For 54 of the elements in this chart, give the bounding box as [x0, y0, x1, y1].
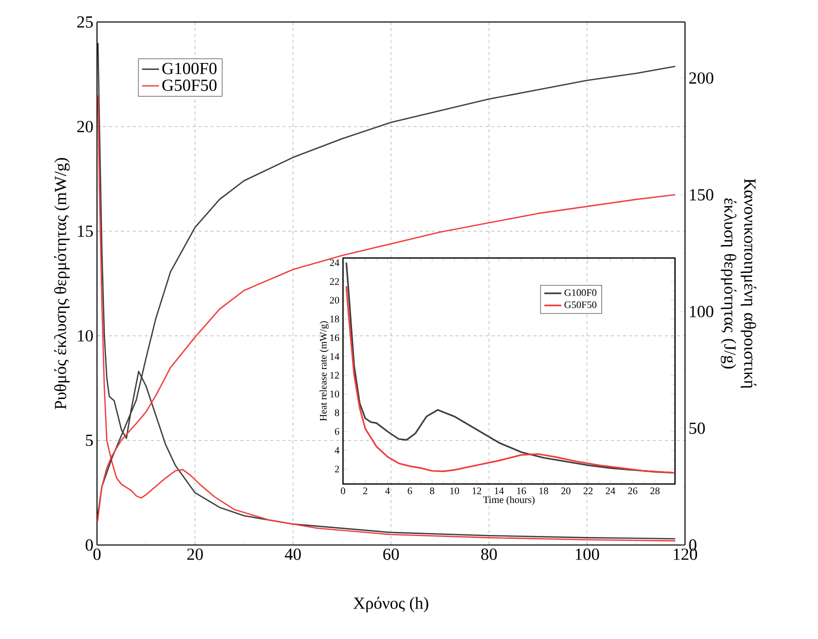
y-tick-label: 18: [330, 316, 340, 322]
y-tick-label: 5: [86, 434, 93, 446]
y-tick-label: 0: [86, 539, 93, 551]
y2-tick-label: 0: [689, 539, 696, 551]
y2-tick-label: 50: [690, 422, 705, 434]
x-tick-label: 40: [284, 548, 301, 560]
x-tick-label: 100: [576, 548, 600, 560]
legend-label: G100F0: [564, 289, 596, 296]
y-tick-label: 12: [330, 372, 339, 379]
x-tick-label: 26: [628, 488, 638, 494]
x-tick-label: 18: [539, 488, 548, 494]
x-axis-title: Time (hours): [483, 496, 535, 506]
x-tick-label: 20: [561, 488, 570, 494]
x-tick-label: 60: [383, 548, 399, 560]
y-tick-label: 2: [334, 466, 339, 472]
y-axis-title: Heat release rate (mW/g): [320, 321, 329, 421]
legend-label: G50F50: [564, 301, 596, 308]
x-tick-label: 120: [674, 548, 698, 560]
y-tick-label: 16: [330, 334, 340, 342]
x-tick-label: 2: [363, 488, 368, 494]
x-tick-label: 12: [472, 488, 482, 494]
y-tick-label: 24: [330, 259, 340, 266]
y-tick-label: 20: [330, 296, 340, 304]
x-tick-label: 20: [187, 548, 203, 560]
y-tick-label: 14: [330, 353, 340, 360]
x-tick-label: 22: [584, 488, 593, 494]
y-tick-label: 10: [78, 330, 93, 342]
legend-label: G50F50: [162, 80, 217, 91]
y2-tick-label: 200: [689, 72, 714, 84]
x-tick-label: 24: [606, 488, 616, 494]
y-tick-label: 22: [330, 278, 339, 285]
x-tick-label: 0: [340, 488, 346, 494]
y-tick-label: 15: [78, 226, 93, 237]
x-tick-label: 0: [93, 548, 101, 560]
x-tick-label: 6: [408, 488, 412, 494]
y2-axis-title: Κανονικοποιημένη αθροιστική έκλυση θερμότητας (J/g): [720, 178, 756, 388]
y-tick-label: 6: [334, 428, 340, 435]
y-axis-title: Ρυθμός έκλυσης θερμότητας (mW/g): [54, 158, 70, 410]
x-tick-label: 28: [650, 488, 660, 494]
x-tick-label: 8: [430, 488, 434, 494]
y2-tick-label: 150: [690, 189, 714, 200]
y-tick-label: 10: [330, 390, 340, 398]
y2-tick-label: 100: [690, 306, 714, 318]
y-tick-label: 8: [334, 409, 340, 416]
y-tick-label: 25: [77, 16, 93, 28]
x-axis-title: Χρόνος (h): [353, 596, 428, 612]
x-tick-label: 14: [494, 488, 504, 494]
x-tick-label: 10: [450, 488, 460, 494]
y-tick-label: 4: [334, 446, 340, 454]
x-tick-label: 80: [481, 548, 497, 560]
x-tick-label: 4: [385, 488, 390, 494]
x-tick-label: 16: [517, 488, 526, 494]
legend-label: G100F0: [162, 62, 217, 74]
y-tick-label: 20: [77, 120, 93, 132]
